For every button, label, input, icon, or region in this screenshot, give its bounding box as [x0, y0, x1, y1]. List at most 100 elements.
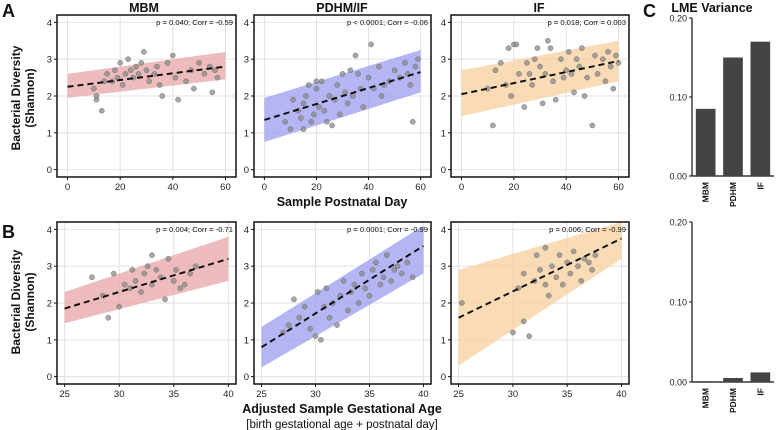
bar-label-pdhm: PDHM: [728, 388, 738, 413]
data-point: [212, 67, 218, 74]
data-point: [314, 289, 321, 295]
data-point: [201, 71, 208, 77]
data-point: [183, 78, 189, 85]
data-point: [342, 89, 348, 96]
data-point: [122, 71, 129, 77]
y-tick-label: 4: [244, 225, 249, 236]
stat-annotation: p = 0.0001; Corr = -0.99: [347, 225, 428, 234]
y-tick-label: 1: [47, 128, 52, 139]
data-point: [547, 45, 554, 51]
fit-line: [67, 65, 226, 88]
x-tick-label: 20: [311, 182, 322, 193]
data-point: [312, 333, 319, 339]
data-point: [558, 56, 564, 62]
y-tick-label: 0.00: [669, 378, 687, 388]
data-point: [592, 252, 599, 258]
x-axis-label-top: Sample Postnatal Day: [277, 195, 408, 209]
data-point: [285, 322, 292, 328]
plot-area: [67, 49, 226, 114]
stat-annotation: p = 0.006; Corr = -0.99: [549, 225, 626, 234]
y-tick-label: 0: [441, 165, 446, 176]
data-point: [520, 318, 527, 325]
data-point: [542, 281, 549, 288]
data-point: [98, 107, 105, 114]
data-point: [556, 252, 563, 258]
data-point: [313, 85, 320, 92]
data-point: [170, 52, 176, 59]
y-tick-label: 2: [244, 299, 249, 310]
panel-label-c: C: [643, 1, 656, 21]
data-point: [300, 100, 307, 107]
data-point: [526, 333, 532, 339]
data-point: [307, 325, 313, 332]
data-point: [516, 71, 522, 77]
data-point: [175, 96, 181, 103]
y-tick-label: 3: [244, 55, 249, 66]
data-point: [355, 300, 362, 306]
y-tick-label: 0.00: [669, 172, 687, 182]
data-point: [153, 267, 160, 273]
y-tick-label: 0: [244, 165, 249, 176]
x-tick-label: 30: [114, 389, 125, 400]
bar-mbm: [695, 381, 716, 382]
column-title-pdhm-if: PDHM/IF: [316, 1, 368, 15]
data-point: [589, 122, 596, 129]
data-point: [490, 122, 496, 129]
data-point: [117, 60, 123, 66]
data-point: [492, 67, 499, 74]
confidence-band: [64, 236, 229, 324]
y-tick-label: 0.10: [669, 93, 687, 103]
data-point: [305, 82, 312, 88]
bar-pdhm: [723, 378, 743, 382]
data-point: [459, 300, 465, 306]
data-point: [605, 49, 611, 55]
data-point: [573, 56, 580, 62]
y-tick-label: 3: [47, 262, 52, 273]
panel-label-b: B: [2, 222, 15, 242]
scatter-panel-b-pdhm-if: 0 1 2 3 4 25 30 35 40 p = 0.0001; Corr = -0.99: [244, 221, 432, 400]
data-point: [352, 52, 359, 59]
data-point: [173, 267, 179, 273]
x-tick-label: 20: [115, 182, 126, 193]
data-point: [497, 60, 504, 66]
data-point: [545, 292, 552, 299]
x-tick-label: 40: [616, 389, 627, 400]
x-tick-label: 40: [168, 182, 179, 193]
plot-area: [64, 236, 229, 324]
y-tick-label: 1: [441, 128, 446, 139]
data-point: [177, 285, 184, 292]
stat-annotation: p = 0.018; Corr = 0.003: [547, 18, 626, 27]
panel-label-a: A: [2, 1, 15, 21]
y-tick-label: 1: [244, 128, 249, 139]
y-tick-label: 2: [441, 299, 446, 310]
data-point: [550, 78, 556, 85]
data-point: [181, 281, 188, 288]
x-tick-label: 40: [561, 182, 572, 193]
data-point: [135, 71, 142, 77]
data-point: [316, 104, 322, 110]
lme-bar-panel-2: 0.00 0.10 0.20 MBM PDHM IF: [669, 218, 774, 413]
data-point: [402, 60, 408, 66]
data-point: [290, 96, 296, 103]
y-label-line-1: Bacterial Diversity: [9, 45, 23, 150]
data-point: [380, 274, 387, 281]
x-tick-label: 35: [168, 389, 179, 400]
data-point: [144, 263, 151, 269]
data-point: [368, 41, 374, 48]
data-point: [170, 278, 177, 284]
x-axis-label-bottom-sub: [birth gestational age + postnatal day]: [246, 419, 437, 430]
data-point: [552, 96, 559, 103]
y-tick-label: 1: [47, 335, 52, 346]
bar-mbm: [695, 108, 716, 176]
data-point: [581, 93, 588, 99]
data-point: [93, 96, 100, 103]
data-point: [537, 267, 543, 273]
data-point: [549, 263, 555, 269]
data-point: [505, 45, 512, 51]
plot-area: [458, 222, 622, 366]
data-point: [347, 67, 354, 74]
data-point: [571, 89, 577, 96]
data-point: [586, 259, 592, 266]
